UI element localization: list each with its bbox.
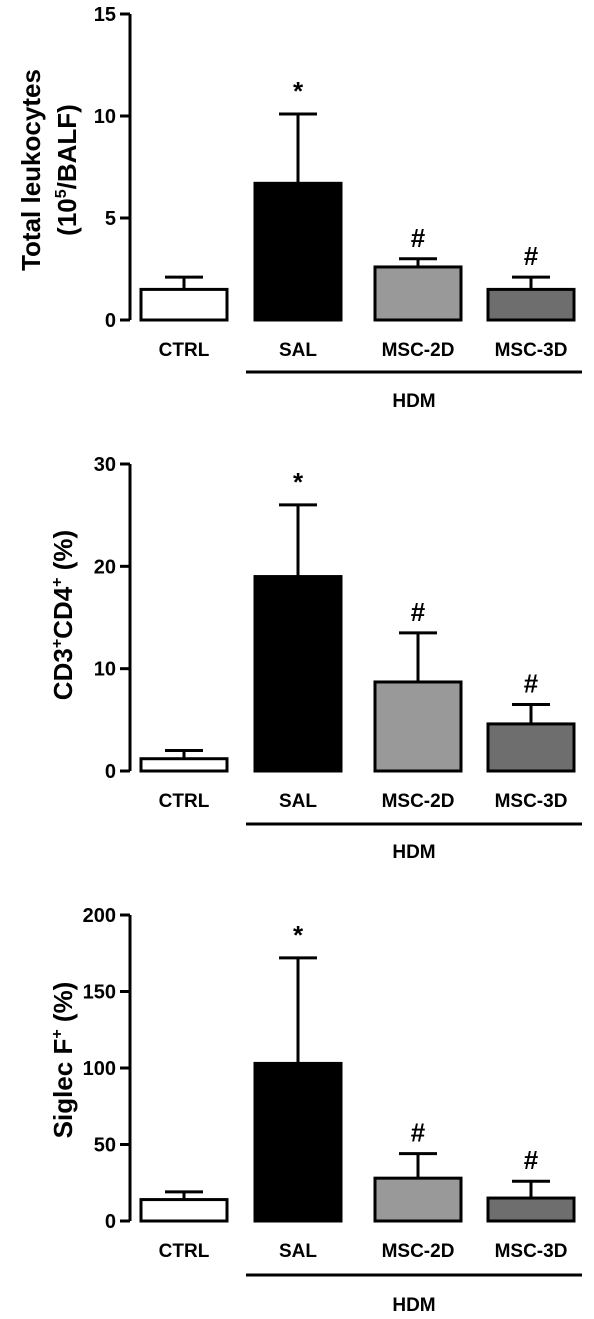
y-axis-title: CD3+CD4+ (%) (48, 530, 78, 700)
bars (139, 181, 576, 322)
bar-msc-2d (373, 1176, 463, 1223)
y-tick-label: 5 (105, 208, 116, 230)
y-axis-title: Total leukocytes (16, 69, 46, 271)
y-title-line1: Total leukocytes (16, 69, 46, 271)
category-labels: CTRL SAL MSC-2D MSC-3D (159, 1241, 568, 1262)
y-axis-title-line2: (105/BALF) (52, 104, 82, 236)
significance-star: * (293, 76, 304, 106)
bar-ctrl (139, 1198, 229, 1223)
category-label: SAL (279, 340, 317, 361)
y-tick-label: 0 (105, 310, 116, 332)
significance-hash: # (411, 223, 426, 253)
error-bars (165, 503, 550, 759)
group-label: HDM (392, 842, 435, 863)
group-label: HDM (392, 1295, 435, 1316)
bar-msc-3d (486, 1196, 576, 1223)
significance-hash: # (524, 241, 539, 271)
bar-ctrl (139, 287, 229, 322)
significance-hash: # (411, 597, 426, 627)
y-tick-label: 150 (83, 982, 116, 1004)
y-tick-label: 0 (105, 761, 116, 783)
category-label: MSC-2D (382, 1241, 455, 1262)
y-tick-label: 10 (94, 659, 116, 681)
category-label: MSC-3D (495, 340, 568, 361)
bar-msc-3d (486, 722, 576, 773)
chart-cd3-cd4: CD3+CD4+ (%) 0 10 20 30 * # # CTRL SAL MSC-2D MS… (48, 454, 582, 863)
bar-msc-3d (486, 287, 576, 322)
bars (139, 1061, 576, 1223)
category-label: CTRL (159, 791, 210, 812)
significance-hash: # (524, 668, 539, 698)
y-tick-label: 10 (94, 106, 116, 128)
significance-hash: # (411, 1118, 426, 1148)
bar-sal (253, 575, 343, 773)
category-label: MSC-3D (495, 1241, 568, 1262)
y-tick-label: 0 (105, 1211, 116, 1233)
category-label: MSC-2D (382, 791, 455, 812)
significance-star: * (293, 467, 304, 497)
error-bars (165, 956, 550, 1200)
category-labels: CTRL SAL MSC-2D MSC-3D (159, 340, 568, 361)
group-label: HDM (392, 391, 435, 412)
bar-msc-2d (373, 680, 463, 773)
category-label: MSC-2D (382, 340, 455, 361)
category-label: CTRL (159, 1241, 210, 1262)
bar-sal (253, 181, 343, 322)
bar-sal (253, 1061, 343, 1223)
y-tick-label: 200 (83, 905, 116, 927)
significance-marks: * # # (293, 467, 539, 699)
chart-siglec-f: Siglec F+ (%) 0 50 100 150 200 * # # CTRL SAL MS… (48, 905, 582, 1316)
y-ticks: 0 50 100 150 200 (83, 905, 130, 1233)
bar-msc-2d (373, 265, 463, 322)
category-label: CTRL (159, 340, 210, 361)
significance-star: * (293, 920, 304, 950)
y-tick-label: 15 (94, 4, 116, 26)
significance-marks: * # # (293, 76, 539, 271)
significance-marks: * # # (293, 920, 539, 1175)
y-tick-label: 50 (94, 1135, 116, 1157)
category-labels: CTRL SAL MSC-2D MSC-3D (159, 791, 568, 812)
significance-hash: # (524, 1145, 539, 1175)
y-ticks: 0 5 10 15 (94, 4, 130, 332)
y-tick-label: 100 (83, 1058, 116, 1080)
error-bars (165, 112, 550, 290)
bar-ctrl (139, 757, 229, 773)
bars (139, 575, 576, 773)
y-axis-title: Siglec F+ (%) (48, 982, 78, 1139)
category-label: SAL (279, 791, 317, 812)
chart-total-leukocytes: Total leukocytes (105/BALF) 0 5 10 15 * # # C… (16, 4, 582, 412)
y-tick-label: 20 (94, 556, 116, 578)
category-label: MSC-3D (495, 791, 568, 812)
category-label: SAL (279, 1241, 317, 1262)
y-tick-label: 30 (94, 454, 116, 476)
y-ticks: 0 10 20 30 (94, 454, 130, 783)
